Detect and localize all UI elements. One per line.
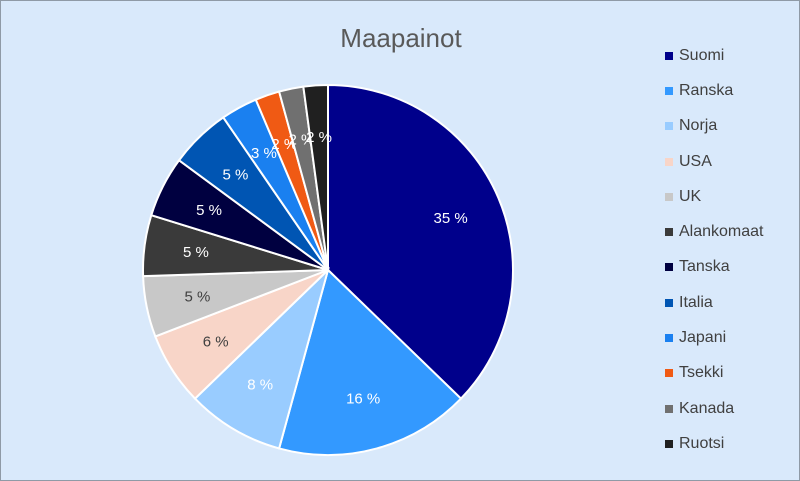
data-label-alankomaat: 5 % <box>183 244 209 261</box>
legend-item-ranska: Ranska <box>665 73 795 108</box>
legend-item-ruotsi: Ruotsi <box>665 426 795 461</box>
legend-label: Suomi <box>679 46 725 64</box>
legend-swatch <box>665 369 673 378</box>
legend-label: Tsekki <box>679 364 724 382</box>
data-label-suomi: 35 % <box>434 210 468 227</box>
legend-item-tanska: Tanska <box>665 250 795 285</box>
legend-label: USA <box>679 152 712 170</box>
pie-slice-ranska <box>277 268 463 456</box>
pie-slice-suomi <box>327 83 514 401</box>
legend-item-japani: Japani <box>665 320 795 355</box>
data-label-ranska: 16 % <box>346 390 380 407</box>
legend-label: Japani <box>679 329 727 347</box>
legend-item-uk: UK <box>665 179 795 214</box>
data-label-usa: 6 % <box>203 334 229 351</box>
legend-swatch <box>665 157 673 166</box>
data-label-norja: 8 % <box>247 377 273 394</box>
legend-swatch <box>665 404 673 413</box>
legend-swatch <box>665 334 673 343</box>
legend: Suomi Ranska Norja USA UK Alankomaat Tanska Ita… <box>665 38 795 462</box>
legend-item-suomi: Suomi <box>665 38 795 73</box>
legend-item-usa: USA <box>665 144 795 179</box>
data-label-ruotsi: 2 % <box>306 129 332 146</box>
legend-item-italia: Italia <box>665 285 795 320</box>
legend-swatch <box>665 263 673 272</box>
legend-label: Ranska <box>679 81 734 99</box>
legend-label: Italia <box>679 293 713 311</box>
data-label-kanada: 2 % <box>289 131 315 148</box>
data-label-tsekki: 2 % <box>271 136 297 153</box>
legend-item-tsekki: Tsekki <box>665 356 795 391</box>
pie-slice-norja <box>193 266 330 450</box>
data-label-japani: 3 % <box>251 145 277 162</box>
legend-swatch <box>665 122 673 131</box>
legend-label: UK <box>679 187 702 205</box>
legend-item-kanada: Kanada <box>665 391 795 426</box>
data-label-tanska: 5 % <box>196 202 222 219</box>
legend-swatch <box>665 51 673 60</box>
legend-swatch <box>665 192 673 201</box>
legend-swatch <box>665 439 673 448</box>
legend-item-alankomaat: Alankomaat <box>665 214 795 249</box>
legend-swatch <box>665 228 673 237</box>
legend-label: Norja <box>679 117 718 135</box>
legend-item-norja: Norja <box>665 109 795 144</box>
data-label-italia: 5 % <box>222 166 248 183</box>
legend-label: Ruotsi <box>679 434 725 452</box>
legend-label: Kanada <box>679 399 735 417</box>
data-label-uk: 5 % <box>185 289 211 306</box>
chart-title: Maapainot <box>340 23 462 53</box>
pie-slice-ruotsi <box>302 83 329 271</box>
legend-swatch <box>665 86 673 95</box>
legend-label: Alankomaat <box>679 223 764 241</box>
legend-swatch <box>665 298 673 307</box>
legend-label: Tanska <box>679 258 730 276</box>
